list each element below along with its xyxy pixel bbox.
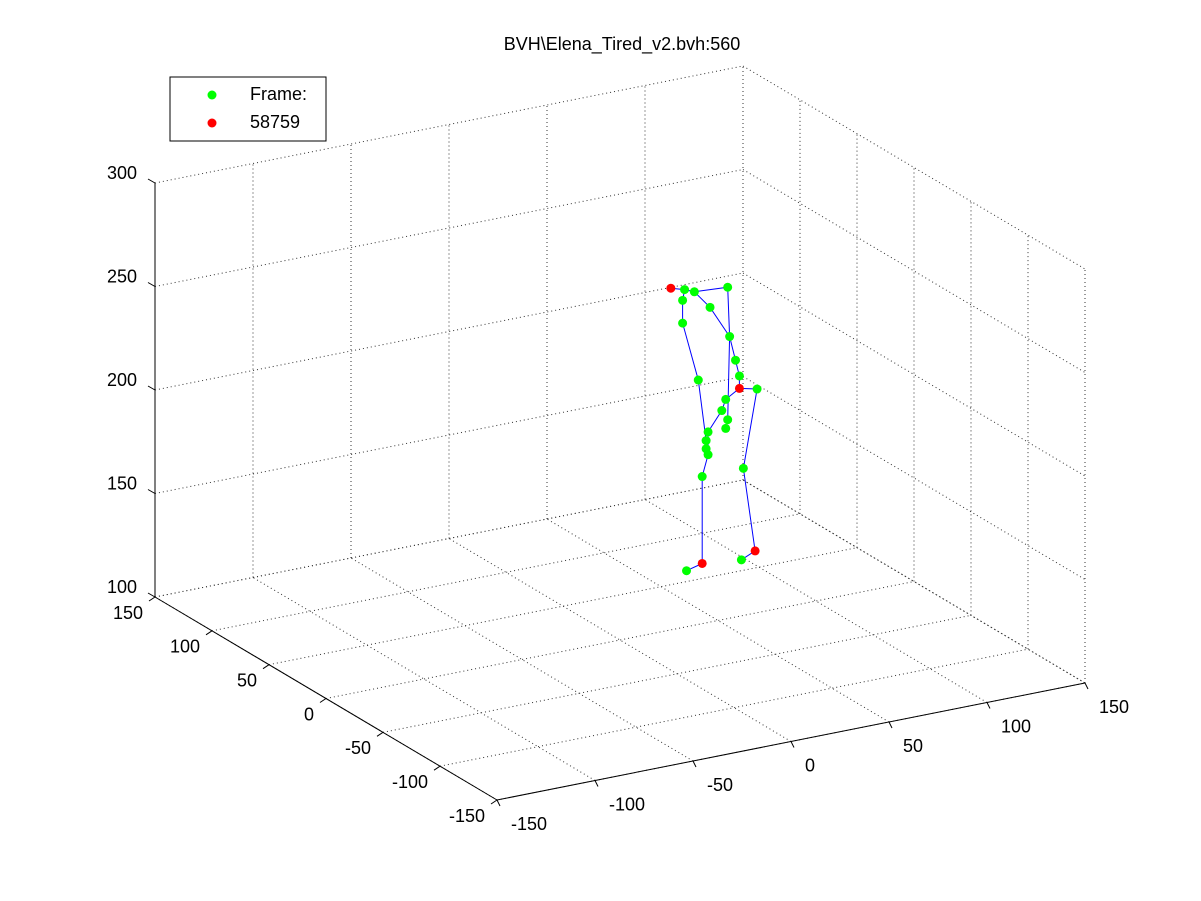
legend-label: Frame: [250, 84, 307, 104]
y-tick-label: 100 [170, 637, 200, 657]
joint-point [723, 415, 733, 425]
x-tick-label: -150 [511, 814, 547, 834]
x-tick-label: 100 [1001, 716, 1031, 736]
legend-marker [207, 90, 217, 100]
y-tick-label: -50 [345, 738, 371, 758]
z-tick-label: 100 [107, 577, 137, 597]
joint-point [705, 302, 715, 312]
z-tick [147, 592, 156, 598]
z-tick-label: 250 [107, 266, 137, 286]
joint-point [752, 384, 762, 394]
joint-point [725, 332, 735, 342]
z-tick-label: 150 [107, 473, 137, 493]
x-tick [594, 780, 599, 787]
x-tick-label: -100 [609, 794, 645, 814]
y-tick [319, 698, 327, 703]
joint-point [697, 472, 707, 482]
y-tick [433, 765, 441, 771]
y-tick-label: 0 [304, 704, 314, 724]
joint-point [680, 285, 690, 295]
x-tick-label: 150 [1099, 697, 1129, 717]
grid-line [742, 65, 1086, 270]
grid-line [546, 518, 890, 723]
skeleton-line [670, 286, 758, 572]
joint-point [701, 436, 711, 446]
grid-line [154, 169, 744, 287]
y-tick-label: -100 [392, 772, 428, 792]
y-tick-label: -150 [449, 806, 485, 826]
y-tick-label: 50 [237, 670, 257, 690]
grid-line [154, 272, 744, 391]
x-tick [496, 799, 501, 807]
z-tick-label: 300 [107, 163, 137, 183]
joint-point [717, 406, 727, 416]
x-tick [888, 721, 893, 729]
joint-point [666, 283, 676, 293]
y-tick [376, 731, 384, 737]
joint-point [678, 295, 688, 305]
chart-title: BVH\Elena_Tired_v2.bvh:560 [504, 34, 740, 55]
x-tick-label: 50 [903, 736, 923, 756]
joint-point [697, 558, 707, 568]
x-tick [1084, 682, 1089, 690]
grid-line [439, 648, 1029, 767]
joint-point [721, 423, 731, 433]
joint-point [736, 555, 746, 565]
grid-line [644, 499, 988, 703]
grid-line [350, 557, 694, 762]
joint-point [689, 287, 699, 297]
joint-point [678, 318, 688, 328]
joint-point [750, 546, 760, 556]
legend-label: 58759 [250, 112, 300, 132]
grid-line [325, 581, 915, 699]
joint-point [738, 463, 748, 473]
grid-line [211, 513, 801, 632]
joint-point [734, 383, 744, 393]
legend-marker [207, 118, 217, 128]
joint-point [731, 355, 741, 365]
z-tick-label: 200 [107, 370, 137, 390]
y-tick [148, 596, 156, 602]
x-tick [986, 702, 991, 709]
x-tick [692, 760, 697, 768]
y-tick-label: 150 [113, 603, 143, 623]
joint-point [701, 444, 711, 454]
x-tick-label: 0 [805, 755, 815, 775]
grid-line [252, 577, 596, 781]
legend-box [169, 76, 327, 142]
y-tick [205, 630, 213, 636]
z-tick [147, 282, 156, 287]
z-tick [147, 489, 156, 494]
z-tick [147, 178, 156, 184]
grid-line [448, 538, 792, 742]
y-tick [490, 799, 498, 805]
grid-line [742, 169, 1086, 373]
joint-point [703, 427, 713, 437]
joint-point [682, 566, 692, 576]
joint-point [693, 375, 703, 385]
z-tick [147, 385, 156, 391]
x-tick-label: -50 [707, 775, 733, 795]
y-tick [262, 664, 270, 670]
grid-line [268, 547, 858, 666]
joint-point [721, 394, 731, 404]
joint-point [723, 282, 733, 292]
grid-line [742, 272, 1086, 477]
joint-point [734, 371, 744, 381]
x-tick [790, 741, 795, 748]
